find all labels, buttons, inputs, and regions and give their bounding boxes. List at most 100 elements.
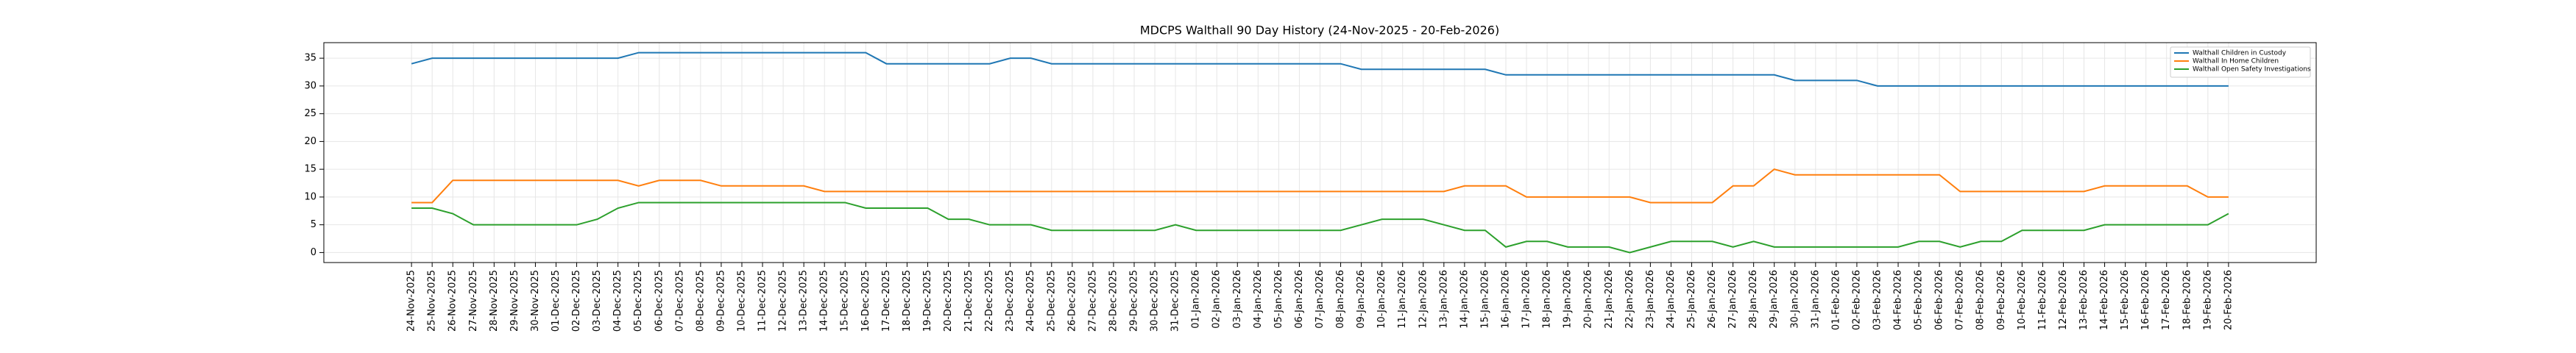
legend-label: Walthall In Home Children (2193, 58, 2279, 65)
series-line (411, 202, 2229, 254)
x-tick-label: 02-Jan-2026 (1211, 270, 1222, 329)
x-tick-label: 28-Jan-2026 (1748, 270, 1759, 329)
x-tick-label: 09-Dec-2025 (715, 270, 726, 332)
x-tick-label: 13-Feb-2026 (2078, 270, 2090, 330)
x-tick-label: 02-Dec-2025 (571, 270, 582, 332)
x-tick-label: 11-Jan-2026 (1397, 270, 1408, 329)
x-tick-label: 10-Jan-2026 (1376, 270, 1387, 329)
x-tick-label: 16-Feb-2026 (2140, 270, 2151, 330)
x-tick-label: 10-Dec-2025 (736, 270, 747, 332)
x-tick-label: 28-Dec-2025 (1108, 270, 1119, 332)
x-tick-label: 21-Jan-2026 (1604, 270, 1615, 329)
x-tick-label: 03-Jan-2026 (1232, 270, 1243, 329)
x-tick-label: 06-Feb-2026 (1934, 270, 1945, 330)
x-tick-label: 20-Jan-2026 (1583, 270, 1594, 329)
x-tick-label: 23-Jan-2026 (1645, 270, 1656, 329)
x-tick-label: 30-Dec-2025 (1150, 270, 1161, 332)
y-tick-label: 0 (311, 247, 316, 258)
x-tick-label: 12-Dec-2025 (778, 270, 789, 332)
y-tick-label: 35 (304, 53, 316, 64)
x-tick-label: 25-Jan-2026 (1686, 270, 1697, 329)
y-tick-label: 30 (304, 80, 316, 91)
x-tick-label: 14-Jan-2026 (1459, 270, 1470, 329)
x-tick-label: 01-Jan-2026 (1191, 270, 1202, 329)
x-tick-label: 11-Dec-2025 (757, 270, 768, 332)
plot-frame (323, 42, 2317, 263)
x-tick-label: 18-Jan-2026 (1542, 270, 1553, 329)
x-tick-label: 26-Nov-2025 (447, 270, 459, 332)
x-tick-label: 21-Dec-2025 (963, 270, 974, 332)
x-tick-label: 22-Dec-2025 (984, 270, 995, 332)
x-tick-label: 08-Feb-2026 (1975, 270, 1986, 330)
x-tick-label: 19-Jan-2026 (1563, 270, 1574, 329)
x-tick-label: 17-Jan-2026 (1521, 270, 1532, 329)
x-tick-label: 08-Dec-2025 (695, 270, 706, 332)
x-tick-label: 12-Feb-2026 (2058, 270, 2069, 330)
x-tick-label: 07-Dec-2025 (674, 270, 685, 332)
x-tick-label: 25-Dec-2025 (1046, 270, 1057, 332)
x-tick-label: 19-Feb-2026 (2202, 270, 2213, 330)
x-tick-label: 26-Jan-2026 (1707, 270, 1718, 329)
x-tick-label: 05-Feb-2026 (1914, 270, 1925, 330)
legend-label: Walthall Children in Custody (2193, 50, 2287, 57)
x-tick-label: 11-Feb-2026 (2037, 270, 2048, 330)
x-tick-label: 24-Jan-2026 (1666, 270, 1677, 329)
x-tick-label: 27-Dec-2025 (1087, 270, 1098, 332)
x-tick-label: 09-Jan-2026 (1356, 270, 1367, 329)
legend-box (2170, 46, 2311, 78)
y-tick-label: 5 (311, 219, 316, 230)
x-tick-label: 22-Jan-2026 (1624, 270, 1635, 329)
x-tick-label: 12-Jan-2026 (1418, 270, 1429, 329)
series-line (411, 51, 2229, 87)
x-tick-label: 29-Nov-2025 (509, 270, 520, 332)
x-tick-label: 14-Feb-2026 (2099, 270, 2110, 330)
x-tick-label: 14-Dec-2025 (819, 270, 830, 332)
x-tick-label: 25-Nov-2025 (427, 270, 438, 332)
x-tick-label: 27-Nov-2025 (468, 270, 479, 332)
y-tick-label: 15 (304, 164, 316, 175)
x-tick-label: 03-Dec-2025 (592, 270, 603, 332)
x-tick-label: 29-Jan-2026 (1769, 270, 1780, 329)
x-tick-label: 09-Feb-2026 (1996, 270, 2007, 330)
x-tick-label: 04-Dec-2025 (612, 270, 623, 332)
x-tick-label: 07-Jan-2026 (1314, 270, 1326, 329)
x-tick-label: 15-Feb-2026 (2120, 270, 2131, 330)
x-tick-label: 18-Feb-2026 (2182, 270, 2193, 330)
y-tick-label: 20 (304, 136, 316, 147)
x-tick-label: 13-Jan-2026 (1438, 270, 1449, 329)
y-tick-label: 25 (304, 108, 316, 119)
x-tick-label: 15-Dec-2025 (840, 270, 851, 332)
x-tick-label: 01-Feb-2026 (1830, 270, 1841, 330)
x-tick-label: 13-Dec-2025 (799, 270, 810, 332)
chart-title: MDCPS Walthall 90 Day History (24-Nov-20… (1140, 24, 1499, 38)
x-tick-label: 05-Dec-2025 (633, 270, 644, 332)
x-tick-label: 06-Dec-2025 (654, 270, 665, 332)
x-tick-label: 19-Dec-2025 (922, 270, 933, 332)
x-tick-label: 23-Dec-2025 (1005, 270, 1016, 332)
y-tick-label: 10 (304, 191, 316, 202)
x-tick-label: 03-Feb-2026 (1872, 270, 1883, 330)
x-tick-label: 26-Dec-2025 (1066, 270, 1078, 332)
x-tick-label: 31-Jan-2026 (1810, 270, 1821, 329)
x-tick-label: 17-Feb-2026 (2161, 270, 2172, 330)
x-tick-label: 16-Dec-2025 (860, 270, 871, 332)
x-tick-label: 01-Dec-2025 (551, 270, 562, 332)
x-tick-label: 07-Feb-2026 (1955, 270, 1966, 330)
legend-label: Walthall Open Safety Investigations (2193, 66, 2311, 74)
x-tick-label: 20-Dec-2025 (943, 270, 954, 332)
x-tick-label: 16-Jan-2026 (1500, 270, 1511, 329)
x-tick-label: 20-Feb-2026 (2223, 270, 2234, 330)
x-tick-label: 30-Jan-2026 (1789, 270, 1800, 329)
x-tick-label: 29-Dec-2025 (1129, 270, 1140, 332)
x-tick-label: 28-Nov-2025 (489, 270, 500, 332)
x-tick-label: 02-Feb-2026 (1851, 270, 1862, 330)
series-line (411, 168, 2229, 204)
x-tick-label: 08-Jan-2026 (1335, 270, 1346, 329)
x-tick-label: 10-Feb-2026 (2017, 270, 2028, 330)
x-tick-label: 15-Jan-2026 (1479, 270, 1490, 329)
x-tick-label: 31-Dec-2025 (1170, 270, 1181, 332)
x-tick-label: 27-Jan-2026 (1727, 270, 1738, 329)
x-tick-label: 04-Feb-2026 (1893, 270, 1904, 330)
